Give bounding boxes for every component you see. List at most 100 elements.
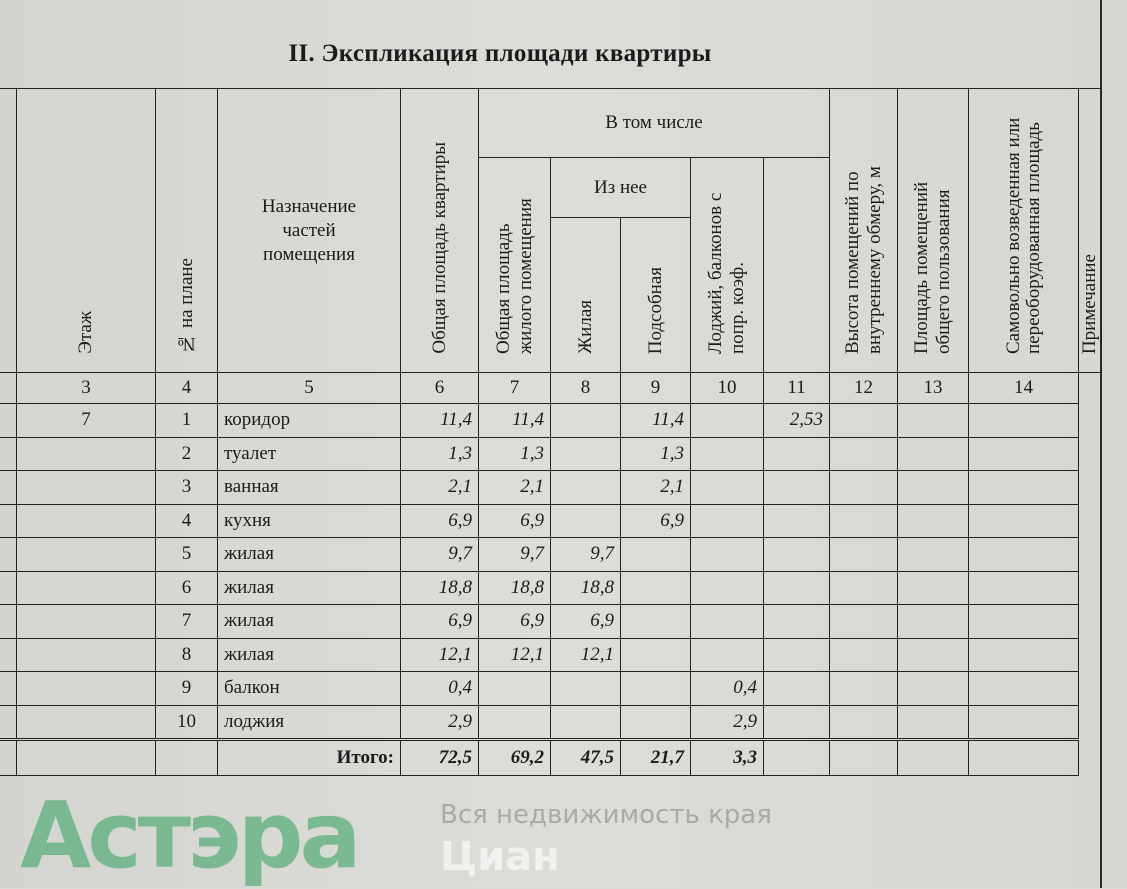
- cell-empty: [0, 604, 17, 639]
- cell-loggia: [690, 503, 764, 538]
- cell-floor: [16, 503, 156, 538]
- cell-living: [550, 403, 621, 438]
- header-auxiliary: Подсобная: [620, 217, 691, 373]
- table-row: 4 кухня 6,9 6,9 6,9: [0, 503, 1101, 538]
- header-height: Высота помещений по внутреннему обмеру, …: [829, 88, 898, 373]
- cell-height: [763, 470, 830, 505]
- cell-empty: [897, 671, 969, 706]
- cell-name: жилая: [217, 570, 401, 605]
- cell-total: 11,4: [400, 403, 479, 438]
- header-blank: [0, 88, 17, 373]
- cell-floor: [16, 436, 156, 471]
- table-row: 10 лоджия 2,9 2,9: [0, 704, 1101, 740]
- explication-table: Этаж № на плане Назначение частей помеще…: [0, 88, 1102, 776]
- cell-no: 6: [155, 570, 218, 605]
- cell-name: лоджия: [217, 704, 401, 740]
- header-including: В том числе: [478, 88, 830, 158]
- cell-empty: [968, 671, 1079, 706]
- header-of-which: Из нее: [550, 157, 691, 218]
- cell-empty: [968, 503, 1079, 538]
- cell-total: 6,9: [400, 604, 479, 639]
- totals-label: Итого:: [217, 738, 401, 776]
- cell-name: кухня: [217, 503, 401, 538]
- table-row: 5 жилая 9,7 9,7 9,7: [0, 537, 1101, 572]
- cell-empty: [0, 470, 17, 505]
- cell-aux: [620, 537, 691, 572]
- cell-empty: [829, 671, 898, 706]
- cell-empty: [968, 570, 1079, 605]
- cell-aux: [620, 604, 691, 639]
- cell-living-total: 1,3: [478, 436, 551, 471]
- cell-loggia: 0,4: [690, 671, 764, 706]
- cell-no: 9: [155, 671, 218, 706]
- cell-no: 1: [155, 403, 218, 438]
- header-total-area: Общая площадь квартиры: [400, 88, 479, 373]
- cell-empty: [829, 704, 898, 740]
- col-number: 7: [478, 372, 551, 404]
- document-title: II. Экспликация площади квартиры: [288, 40, 712, 67]
- cell-empty: [0, 403, 17, 438]
- totals-row: Итого: 72,5 69,2 47,5 21,7 3,3: [0, 738, 1101, 776]
- cell-total: 2,1: [400, 470, 479, 505]
- total-living: 47,5: [550, 738, 621, 776]
- cell-living-total: 2,1: [478, 470, 551, 505]
- cell-loggia: 2,9: [690, 704, 764, 740]
- col-number: 8: [550, 372, 621, 404]
- cell-no: 5: [155, 537, 218, 572]
- cell-floor: [16, 704, 156, 740]
- cell-empty: [897, 470, 969, 505]
- cell-total: 2,9: [400, 704, 479, 740]
- cell-name: жилая: [217, 604, 401, 639]
- col-number: 13: [897, 372, 969, 404]
- cell-empty: [897, 637, 969, 672]
- cell-aux: [620, 671, 691, 706]
- col-number: 6: [400, 372, 479, 404]
- cell-aux: [620, 704, 691, 740]
- cell-no: 8: [155, 637, 218, 672]
- page-edge: [1100, 0, 1102, 888]
- table-row: 2 туалет 1,3 1,3 1,3: [0, 436, 1101, 471]
- cell-empty: [968, 470, 1079, 505]
- cell-floor: [16, 470, 156, 505]
- cell-total: 18,8: [400, 570, 479, 605]
- col-number: 9: [620, 372, 691, 404]
- total-living-total: 69,2: [478, 738, 551, 776]
- cell-floor: [16, 537, 156, 572]
- cell-living: [550, 704, 621, 740]
- cell-empty: [829, 503, 898, 538]
- header-note: Примечание: [1078, 88, 1102, 373]
- col-number: 12: [829, 372, 898, 404]
- cell-total: 0,4: [400, 671, 479, 706]
- cell-living-total: [478, 704, 551, 740]
- table-row: 8 жилая 12,1 12,1 12,1: [0, 637, 1101, 672]
- cell-living: [550, 436, 621, 471]
- cell-name: туалет: [217, 436, 401, 471]
- cell-height: [763, 537, 830, 572]
- cell-empty: [0, 570, 17, 605]
- col-number: 11: [763, 372, 830, 404]
- total-aux: 21,7: [620, 738, 691, 776]
- header-unauthorized: Самовольно возведенная или переоборудова…: [968, 88, 1079, 373]
- cell-no: 2: [155, 436, 218, 471]
- cell-floor: [16, 637, 156, 672]
- cell-empty: [968, 637, 1079, 672]
- cell-empty: [897, 704, 969, 740]
- total-area: 72,5: [400, 738, 479, 776]
- cell-empty: [829, 604, 898, 639]
- cell-name: жилая: [217, 637, 401, 672]
- cell-living-total: 9,7: [478, 537, 551, 572]
- cell-living-total: 6,9: [478, 604, 551, 639]
- column-numbers-row: 3 4 5 6 7 8 9 10 11 12 13 14: [0, 372, 1101, 404]
- cell-aux: 11,4: [620, 403, 691, 438]
- col-number: 10: [690, 372, 764, 404]
- cell-empty: [829, 470, 898, 505]
- cell-name: ванная: [217, 470, 401, 505]
- header-purpose: Назначение частей помещения: [217, 88, 401, 373]
- cell-empty: [897, 403, 969, 438]
- cell-height: [763, 503, 830, 538]
- header-common-area: Площадь помещений общего пользования: [897, 88, 969, 373]
- cell-total: 6,9: [400, 503, 479, 538]
- cell-empty: [0, 637, 17, 672]
- cell-empty: [897, 436, 969, 471]
- cell-empty: [897, 570, 969, 605]
